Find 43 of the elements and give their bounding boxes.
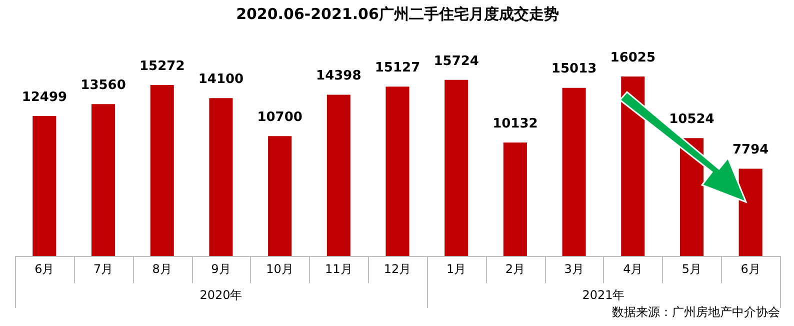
x-tick-label: 8月 [152, 262, 172, 276]
bar [268, 136, 292, 256]
x-tick-label: 7月 [93, 262, 114, 276]
x-tick-label: 5月 [682, 262, 702, 276]
bar [32, 116, 56, 256]
data-label: 15013 [551, 62, 597, 77]
bar [738, 168, 762, 256]
data-label: 12499 [22, 90, 68, 105]
source-note: 数据来源：广州房地产中介协会 [612, 305, 780, 320]
x-tick-label: 6月 [34, 262, 54, 276]
bar [621, 76, 645, 256]
x-tick-label: 9月 [211, 262, 231, 276]
data-label: 14100 [198, 72, 244, 87]
x-tick-label: 12月 [384, 262, 412, 276]
bar [92, 104, 116, 256]
bar [150, 84, 174, 256]
x-tick-label: 11月 [325, 262, 352, 276]
data-label: 13560 [80, 78, 126, 94]
data-label: 15127 [374, 60, 420, 76]
data-label: 14398 [316, 68, 362, 84]
data-label: 10524 [669, 112, 714, 128]
bar [209, 98, 233, 256]
x-tick-label: 4月 [623, 262, 643, 276]
data-label: 16025 [610, 50, 656, 66]
chart-title: 2020.06-2021.06广州二手住宅月度成交走势 [236, 4, 559, 23]
x-tick-label: 6月 [740, 262, 760, 276]
x-tick-label: 10月 [266, 262, 294, 276]
data-label: 15724 [434, 54, 479, 69]
bar [503, 142, 527, 256]
x-tick-label: 3月 [564, 262, 584, 276]
bar [680, 138, 704, 256]
bar [562, 88, 586, 256]
x-tick-label: 2月 [505, 262, 526, 276]
text: 2021年 [582, 288, 625, 302]
data-label: 15272 [140, 58, 185, 74]
data-label: 10132 [492, 116, 538, 132]
bar [444, 80, 468, 256]
data-label: 10700 [257, 110, 302, 126]
text: 2020年 [200, 288, 242, 302]
bar [326, 94, 350, 256]
x-tick-label: 1月 [446, 262, 466, 276]
data-label: 7794 [732, 142, 769, 158]
bar [386, 86, 410, 256]
